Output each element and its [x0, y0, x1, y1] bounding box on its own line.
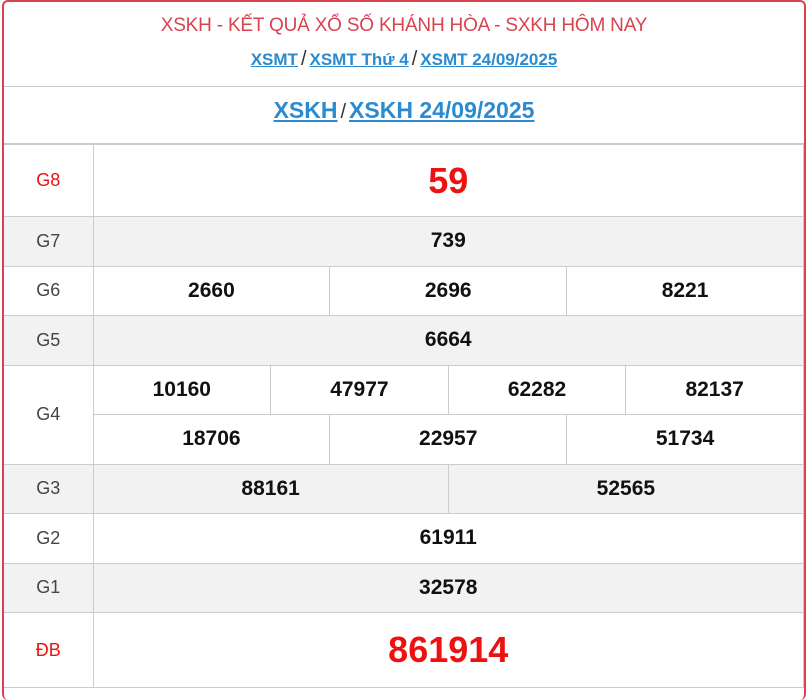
- row-g6: G6 2660 2696 8221: [4, 265, 804, 316]
- prize-label: ĐB: [4, 612, 94, 688]
- prize-number: 51734: [566, 414, 804, 465]
- page-title: XSKH - KẾT QUẢ XỔ SỐ KHÁNH HÒA - SXKH HÔ…: [160, 15, 648, 36]
- prize-number: 2696: [329, 265, 568, 316]
- separator: /: [300, 48, 307, 70]
- separator: /: [411, 48, 418, 70]
- link-xsmt[interactable]: XSMT: [250, 50, 298, 69]
- row-g4: G4 10160 47977 62282 82137: [4, 364, 804, 465]
- prize-number: 18706: [92, 414, 331, 465]
- prize-number: 88161: [92, 463, 449, 514]
- row-g7: G7 739: [4, 216, 804, 267]
- row-g1: G1 32578: [4, 562, 804, 613]
- link-xskh-date[interactable]: XSKH 24/09/2025: [349, 97, 535, 123]
- link-xsmt-date[interactable]: XSMT 24/09/2025: [420, 50, 558, 69]
- prize-label: G5: [4, 315, 94, 366]
- special-prize-number: 861914: [92, 612, 804, 688]
- sub-breadcrumb: XSKH / XSKH 24/09/2025: [4, 87, 804, 144]
- prize-number: 32578: [92, 562, 804, 613]
- row-g4b: 18706 22957 51734: [4, 414, 804, 465]
- link-xsmt-thu-4[interactable]: XSMT Thứ 4: [309, 50, 409, 69]
- breadcrumb: XSMT / XSMT Thứ 4/XSMT 24/09/2025: [4, 48, 804, 71]
- prize-number: 47977: [270, 364, 449, 415]
- prize-number: 59: [92, 144, 804, 217]
- row-g3: G3 88161 52565: [4, 463, 805, 514]
- row-db: ĐB 861914: [4, 612, 804, 688]
- prize-number: 82137: [625, 364, 804, 415]
- prize-number: 22957: [329, 414, 568, 465]
- prize-number: 739: [92, 216, 804, 267]
- prize-label: G8: [4, 144, 94, 217]
- card-header: XSKH - KẾT QUẢ XỔ SỐ KHÁNH HÒA - SXKH HÔ…: [4, 2, 804, 87]
- row-g5: G5 6664: [4, 315, 804, 366]
- prize-number: 52565: [447, 463, 805, 514]
- prize-label: G3: [4, 463, 94, 514]
- separator: /: [340, 101, 347, 123]
- prize-number: 6664: [92, 315, 804, 366]
- prize-label: G4: [4, 364, 94, 465]
- results-table: G8 59 G7 739 G6 2660 2696 8221 G5 6664 G4 10160…: [4, 144, 805, 688]
- prize-number: 2660: [92, 265, 331, 316]
- prize-number: 61911: [92, 513, 804, 564]
- prize-number: 62282: [447, 364, 627, 415]
- prize-label: G7: [4, 216, 94, 267]
- prize-number: 8221: [566, 265, 804, 316]
- prize-label: G6: [4, 265, 94, 316]
- row-g8: G8 59: [4, 144, 804, 217]
- prize-number: 10160: [92, 364, 272, 415]
- row-g2: G2 61911: [4, 513, 804, 564]
- link-xskh[interactable]: XSKH: [273, 97, 338, 123]
- prize-label: G1: [4, 562, 94, 613]
- prize-label: G2: [4, 513, 94, 564]
